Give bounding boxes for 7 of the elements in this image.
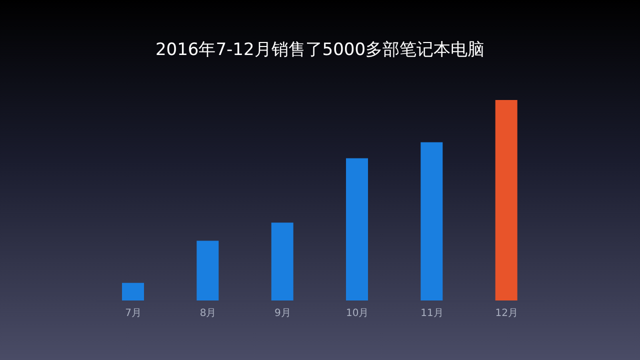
x-tick-label: 7月 <box>125 308 142 320</box>
chart-title: 2016年7-12月销售了5000多部笔记本电脑 <box>154 39 486 61</box>
x-tick-label: 12月 <box>495 308 518 320</box>
x-tick-label: 11月 <box>420 308 444 320</box>
x-tick-label: 10月 <box>346 308 369 320</box>
x-tick-label: 8月 <box>200 308 216 320</box>
x-tick-label: 9月 <box>274 308 291 320</box>
